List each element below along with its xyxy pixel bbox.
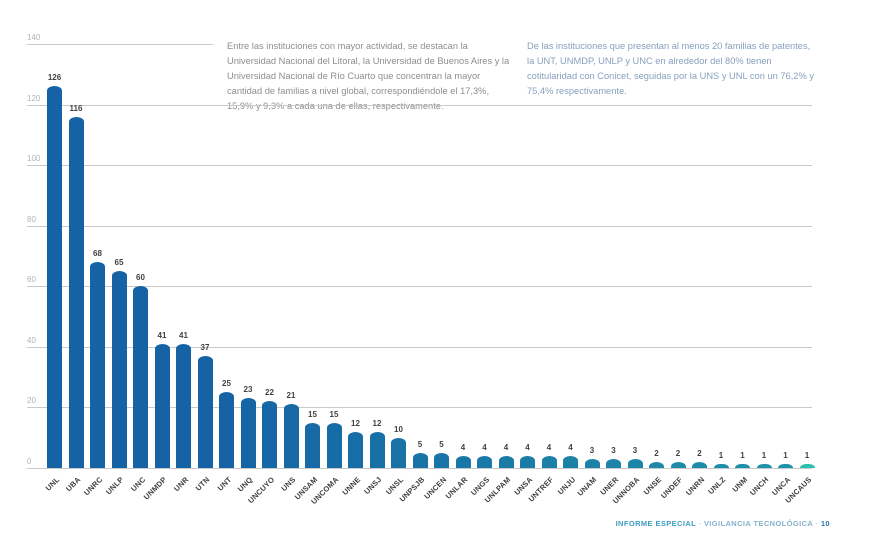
bar-value-label: 15 [329, 409, 339, 419]
bar-value-label: 4 [568, 442, 573, 452]
y-axis-tick-label: 60 [27, 275, 36, 285]
bar-UNSE [649, 461, 664, 468]
bar-value-label: 23 [243, 385, 253, 395]
bar-UNS [283, 404, 299, 468]
y-axis-tick-label: 20 [27, 396, 36, 406]
bar-value-label: 1 [783, 451, 788, 460]
bar-UNT [219, 392, 234, 468]
bar-UNAM [584, 458, 600, 468]
footer-page-number: 10 [820, 519, 830, 528]
paragraph-right: De las instituciones que presentan al me… [527, 41, 814, 97]
bar-UNCAUS [799, 464, 815, 468]
bar-UNSL [391, 437, 406, 468]
bar-UNCUYO [262, 401, 277, 468]
bar-value-label: 3 [632, 445, 638, 455]
footer-separator: - [698, 519, 702, 528]
gridline-140 [27, 44, 213, 45]
bar-value-label: 21 [286, 391, 296, 401]
bar-UNRC [90, 262, 105, 468]
bar-UNLPAM [498, 455, 514, 468]
gridline-40 [27, 346, 812, 348]
bar-UNJU [563, 455, 578, 468]
bar-UNQ [240, 398, 256, 468]
bar-value-label: 1 [740, 451, 745, 460]
bar-value-label: 5 [417, 439, 423, 449]
bar-value-label: 37 [200, 342, 210, 352]
footer-separator: - [815, 519, 819, 528]
bar-UNDEF [670, 461, 686, 468]
bar-UNMDP [154, 343, 170, 468]
bar-value-label: 15 [308, 409, 317, 419]
bar-UBA [68, 116, 84, 468]
gridline-100 [27, 165, 812, 167]
bar-value-label: 2 [697, 448, 702, 458]
bar-UNSAM [305, 422, 320, 468]
bar-UNSJ [369, 431, 385, 468]
bar-value-label: 12 [351, 418, 360, 428]
bar-UNNOBA [627, 458, 643, 468]
bar-value-label: 60 [136, 273, 145, 283]
y-axis-tick-label: 0 [27, 457, 32, 466]
gridline-20 [27, 407, 812, 409]
bar-UNLAR [455, 455, 471, 468]
footer-report-title: VIGILANCIA TECNOLÓGICA [703, 519, 813, 528]
bar-value-label: 22 [265, 388, 274, 398]
bar-UNL [47, 86, 62, 468]
bar-UNLZ [713, 464, 729, 468]
bar-value-label: 10 [394, 424, 403, 434]
bar-UTN [197, 355, 213, 468]
y-axis-tick-label: 100 [27, 154, 41, 164]
bar-value-label: 4 [503, 442, 509, 452]
bar-value-label: 68 [93, 249, 102, 259]
bar-value-label: 1 [804, 451, 810, 460]
bar-value-label: 4 [460, 442, 466, 452]
bar-UNGS [477, 455, 492, 468]
page-footer: INFORME ESPECIAL - VIGILANCIA TECNOLÓGIC… [616, 519, 830, 528]
bar-value-label: 1 [761, 451, 767, 460]
bar-value-label: 4 [525, 442, 530, 452]
bar-UNC [133, 286, 148, 468]
y-axis-tick-label: 80 [27, 214, 36, 224]
bar-UNCOMA [326, 422, 342, 468]
bar-value-label: 1 [718, 451, 724, 460]
bar-value-label: 126 [47, 73, 62, 83]
bar-UNNE [348, 431, 363, 468]
bar-UNM [735, 464, 750, 468]
bar-UNCH [756, 464, 772, 468]
bar-UNSA [520, 455, 535, 468]
bar-value-label: 25 [222, 379, 231, 389]
gridline-0 [27, 468, 812, 469]
gridline-80 [27, 225, 812, 227]
bar-value-label: 3 [611, 445, 616, 455]
bar-value-label: 12 [372, 418, 382, 428]
bar-UNRN [692, 461, 707, 468]
bar-UNPSJB [412, 452, 428, 468]
paragraph-left: Entre las instituciones con mayor activi… [227, 41, 510, 112]
bar-UNLP [111, 271, 127, 468]
bar-value-label: 65 [114, 258, 124, 268]
bar-value-label: 2 [654, 448, 659, 458]
y-axis-tick-label: 140 [27, 33, 41, 42]
bar-value-label: 5 [439, 439, 444, 449]
bar-value-label: 4 [546, 442, 552, 452]
bar-value-label: 41 [157, 330, 167, 340]
bar-UNCA [778, 464, 793, 468]
gridline-60 [27, 286, 812, 288]
bar-value-label: 2 [675, 448, 681, 458]
bar-value-label: 41 [179, 330, 188, 340]
gridline-120 [27, 104, 812, 106]
bar-value-label: 3 [589, 445, 595, 455]
bar-UNTREF [541, 455, 557, 468]
bar-UNCEN [434, 452, 449, 468]
y-axis-tick-label: 40 [27, 335, 36, 345]
bar-UNR [176, 343, 191, 468]
bar-value-label: 116 [69, 103, 83, 113]
bar-UNER [606, 458, 621, 468]
y-axis-tick-label: 120 [27, 93, 41, 103]
bar-value-label: 4 [482, 442, 487, 452]
footer-section: INFORME ESPECIAL [615, 519, 697, 528]
